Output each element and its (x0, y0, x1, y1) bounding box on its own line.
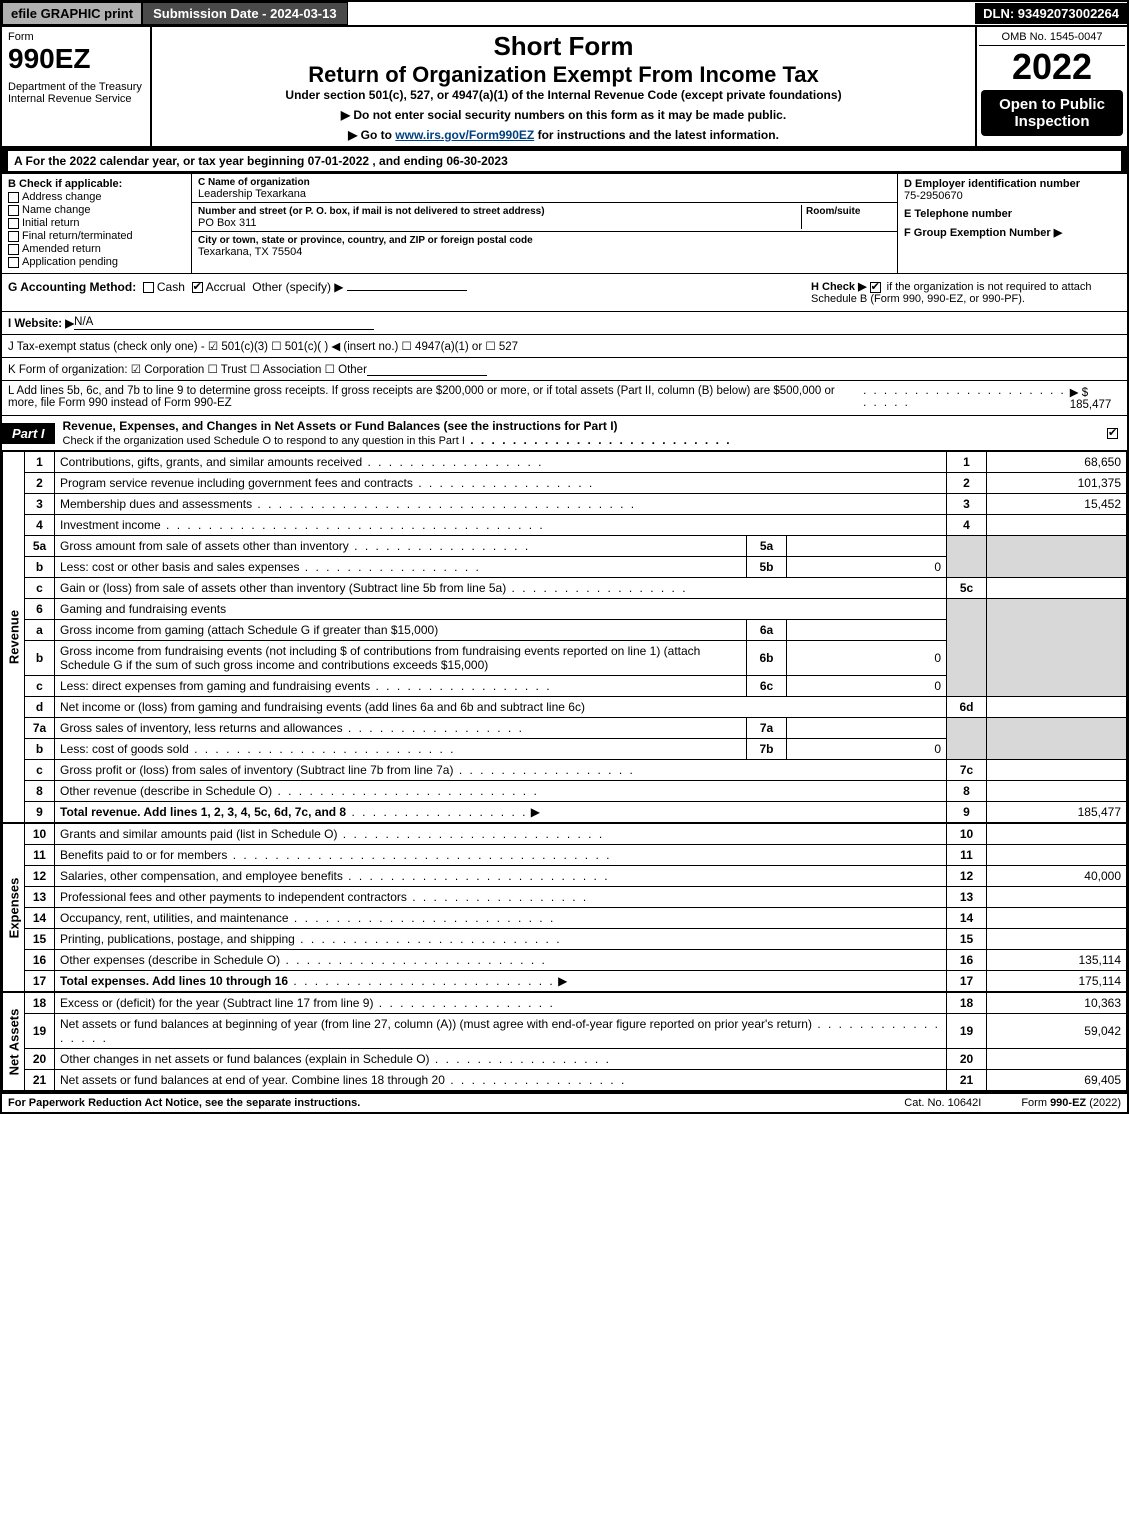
section-bcdef: B Check if applicable: Address change Na… (0, 174, 1129, 274)
form-title-block: Short Form Return of Organization Exempt… (152, 27, 977, 146)
row-7c: cGross profit or (loss) from sales of in… (25, 760, 1127, 781)
row-6d: dNet income or (loss) from gaming and fu… (25, 697, 1127, 718)
group-exemption-label: F Group Exemption Number ▶ (904, 226, 1121, 239)
section-c-org-info: C Name of organization Leadership Texark… (192, 174, 897, 273)
org-name-label: C Name of organization (198, 177, 310, 188)
net-assets-sidelabel: Net Assets (2, 992, 24, 1091)
row-14: 14Occupancy, rent, utilities, and mainte… (25, 908, 1127, 929)
line-j-tax-exempt: J Tax-exempt status (check only one) - ☑… (0, 335, 1129, 358)
catalog-number: Cat. No. 10642I (904, 1097, 981, 1109)
row-19: 19Net assets or fund balances at beginni… (25, 1014, 1127, 1049)
net-assets-table: 18Excess or (deficit) for the year (Subt… (24, 992, 1127, 1091)
chk-address-change[interactable]: Address change (8, 191, 185, 203)
line-g-accounting: G Accounting Method: Cash Accrual Other … (0, 274, 1129, 312)
dept-treasury: Department of the Treasury (8, 81, 144, 93)
form-title: Return of Organization Exempt From Incom… (158, 62, 969, 88)
website-value: N/A (74, 316, 374, 330)
paperwork-notice: For Paperwork Reduction Act Notice, see … (8, 1097, 904, 1109)
revenue-sidelabel: Revenue (2, 451, 24, 823)
chk-schedule-o[interactable] (1107, 428, 1118, 439)
row-7a: 7aGross sales of inventory, less returns… (25, 718, 1127, 739)
revenue-table: 1Contributions, gifts, grants, and simil… (24, 451, 1127, 823)
street-value: PO Box 311 (198, 217, 257, 229)
omb-number: OMB No. 1545-0047 (979, 29, 1125, 46)
chk-application-pending[interactable]: Application pending (8, 256, 185, 268)
row-13: 13Professional fees and other payments t… (25, 887, 1127, 908)
topbar: efile GRAPHIC print Submission Date - 20… (0, 0, 1129, 27)
ein-label: D Employer identification number (904, 178, 1121, 190)
section-b-checkboxes: B Check if applicable: Address change Na… (2, 174, 192, 273)
dln-number: DLN: 93492073002264 (975, 3, 1127, 24)
chk-name-change[interactable]: Name change (8, 204, 185, 216)
form-header: Form 990EZ Department of the Treasury In… (0, 27, 1129, 148)
chk-initial-return[interactable]: Initial return (8, 217, 185, 229)
line-i-website: I Website: ▶ N/A (0, 312, 1129, 335)
revenue-section: Revenue 1Contributions, gifts, grants, a… (0, 451, 1129, 823)
other-org-input[interactable] (367, 362, 487, 376)
row-16: 16Other expenses (describe in Schedule O… (25, 950, 1127, 971)
tax-year: 2022 (979, 46, 1125, 88)
part-i-tag: Part I (2, 423, 55, 444)
form-year-block: OMB No. 1545-0047 2022 Open to Public In… (977, 27, 1127, 146)
open-to-public: Open to Public Inspection (981, 90, 1123, 136)
row-1: 1Contributions, gifts, grants, and simil… (25, 452, 1127, 473)
row-11: 11Benefits paid to or for members11 (25, 845, 1127, 866)
efile-print-button[interactable]: efile GRAPHIC print (2, 2, 142, 25)
line-k-form-org: K Form of organization: ☑ Corporation ☐ … (0, 358, 1129, 381)
other-specify-input[interactable] (347, 290, 467, 291)
row-15: 15Printing, publications, postage, and s… (25, 929, 1127, 950)
row-5c: cGain or (loss) from sale of assets othe… (25, 578, 1127, 599)
irs-link[interactable]: www.irs.gov/Form990EZ (395, 128, 534, 142)
street-label: Number and street (or P. O. box, if mail… (198, 206, 545, 217)
instructions-link-line: ▶ Go to www.irs.gov/Form990EZ for instru… (158, 128, 969, 142)
line-l-gross-receipts: L Add lines 5b, 6c, and 7b to line 9 to … (0, 381, 1129, 416)
ein-value: 75-2950670 (904, 190, 1121, 202)
expenses-sidelabel: Expenses (2, 823, 24, 992)
page-footer: For Paperwork Reduction Act Notice, see … (0, 1093, 1129, 1114)
net-assets-section: Net Assets 18Excess or (deficit) for the… (0, 992, 1129, 1093)
part-i-header: Part I Revenue, Expenses, and Changes in… (0, 416, 1129, 451)
row-3: 3Membership dues and assessments315,452 (25, 494, 1127, 515)
part-i-title: Revenue, Expenses, and Changes in Net As… (55, 416, 1101, 450)
chk-accrual[interactable] (192, 282, 203, 293)
chk-cash[interactable] (143, 282, 154, 293)
form-subtitle: Under section 501(c), 527, or 4947(a)(1)… (158, 88, 969, 102)
ssn-warning: ▶ Do not enter social security numbers o… (158, 108, 969, 122)
form-number: 990EZ (8, 43, 144, 75)
form-id-block: Form 990EZ Department of the Treasury In… (2, 27, 152, 146)
row-8: 8Other revenue (describe in Schedule O)8 (25, 781, 1127, 802)
org-name-value: Leadership Texarkana (198, 188, 306, 200)
row-4: 4Investment income4 (25, 515, 1127, 536)
row-2: 2Program service revenue including gover… (25, 473, 1127, 494)
chk-amended-return[interactable]: Amended return (8, 243, 185, 255)
room-label: Room/suite (806, 206, 860, 217)
form-version: Form 990-EZ (2022) (1021, 1097, 1121, 1109)
city-label: City or town, state or province, country… (198, 235, 533, 246)
chk-schedule-b[interactable] (870, 282, 881, 293)
expenses-section: Expenses 10Grants and similar amounts pa… (0, 823, 1129, 992)
submission-date: Submission Date - 2024-03-13 (142, 2, 348, 25)
row-21: 21Net assets or fund balances at end of … (25, 1070, 1127, 1091)
row-12: 12Salaries, other compensation, and empl… (25, 866, 1127, 887)
row-5a: 5aGross amount from sale of assets other… (25, 536, 1127, 557)
expenses-table: 10Grants and similar amounts paid (list … (24, 823, 1127, 992)
row-17: 17Total expenses. Add lines 10 through 1… (25, 971, 1127, 992)
row-20: 20Other changes in net assets or fund ba… (25, 1049, 1127, 1070)
row-10: 10Grants and similar amounts paid (list … (25, 824, 1127, 845)
short-form-label: Short Form (158, 31, 969, 62)
row-6: 6Gaming and fundraising events (25, 599, 1127, 620)
chk-final-return[interactable]: Final return/terminated (8, 230, 185, 242)
city-value: Texarkana, TX 75504 (198, 246, 302, 258)
section-a-calendar-year: A For the 2022 calendar year, or tax yea… (0, 148, 1129, 174)
irs-label: Internal Revenue Service (8, 93, 144, 105)
form-label: Form (8, 31, 144, 43)
telephone-label: E Telephone number (904, 208, 1121, 220)
section-def: D Employer identification number 75-2950… (897, 174, 1127, 273)
row-18: 18Excess or (deficit) for the year (Subt… (25, 993, 1127, 1014)
gross-receipts-amount: ▶ $ 185,477 (1070, 385, 1121, 411)
row-9: 9Total revenue. Add lines 1, 2, 3, 4, 5c… (25, 802, 1127, 823)
section-b-label: B Check if applicable: (8, 178, 185, 190)
